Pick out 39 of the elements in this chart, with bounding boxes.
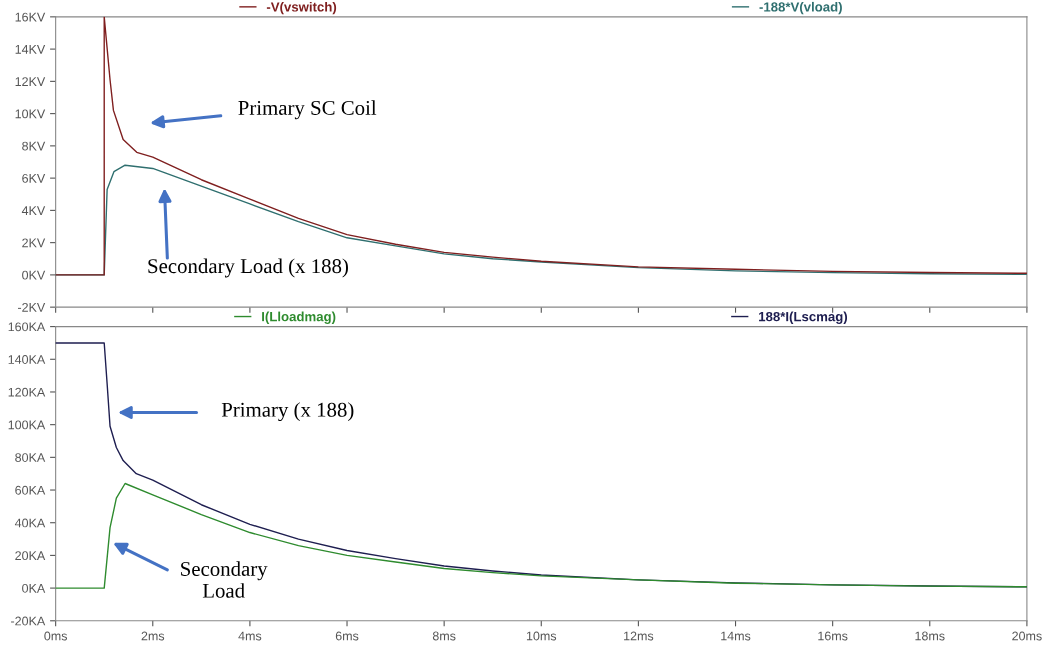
legend-label: I(Lloadmag): [262, 311, 336, 324]
legend-label: 188*I(Lscmag): [759, 311, 848, 324]
x-tick-label: 2ms: [141, 631, 165, 641]
y-tick-label: 140KA: [8, 355, 46, 364]
x-tick-label: 6ms: [335, 631, 359, 641]
x-tick-label: 18ms: [915, 631, 945, 641]
y-tick-label: 4KV: [21, 206, 46, 215]
annotation: Primary (x 188): [221, 402, 354, 422]
y-tick-label: 0KA: [22, 583, 46, 593]
y-tick-label: 100KA: [8, 420, 46, 430]
x-tick-label: 8ms: [432, 631, 456, 641]
y-tick-label: 16KV: [15, 12, 46, 22]
annotation: Secondary Load: [181, 561, 268, 598]
x-tick-label: 10ms: [526, 631, 557, 641]
x-tick-label: 16ms: [818, 631, 848, 641]
y-tick-label: 120KA: [8, 387, 46, 397]
x-tick-label: 14ms: [721, 631, 751, 641]
annotation: Secondary Load (x 188): [148, 258, 348, 278]
y-tick-label: 80KA: [15, 453, 46, 462]
y-tick-label: -20KA: [11, 616, 46, 626]
y-tick-label: 14KV: [15, 45, 46, 54]
y-tick-label: -2KV: [18, 302, 46, 312]
x-tick-label: 20ms: [1012, 631, 1042, 641]
x-tick-label: 0ms: [44, 631, 68, 641]
x-tick-label: 4ms: [238, 631, 262, 641]
y-tick-label: 2KV: [22, 238, 46, 248]
x-tick-label: 12ms: [624, 631, 654, 641]
y-tick-label: 6KV: [22, 173, 46, 183]
y-tick-label: 160KA: [8, 322, 46, 332]
y-tick-label: 40KA: [14, 518, 46, 528]
y-tick-label: 60KA: [15, 485, 46, 495]
y-tick-label: 0KV: [22, 270, 46, 280]
legend-label: -V(vswitch): [266, 1, 337, 15]
legend-label: -188*V(vload): [759, 1, 842, 15]
y-tick-label: 20KA: [15, 551, 46, 561]
y-tick-label: 10KV: [15, 109, 46, 119]
y-tick-label: 12KV: [15, 77, 46, 86]
annotation: Primary SC Coil: [238, 100, 377, 120]
y-tick-label: 8KV: [22, 141, 46, 151]
